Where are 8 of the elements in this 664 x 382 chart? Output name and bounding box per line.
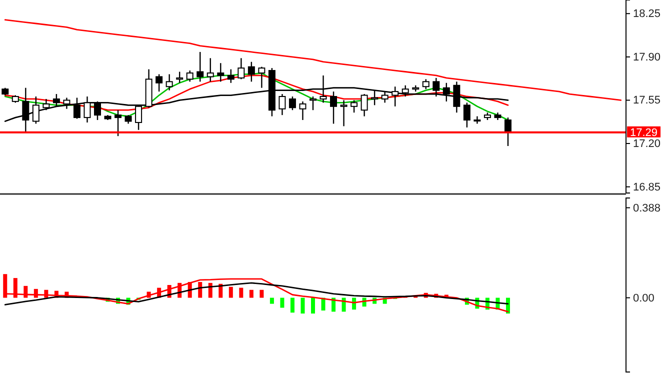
y-tick-label: 18.25 [633, 8, 661, 20]
y-tick-label: 16.85 [633, 181, 661, 194]
ref-line-label: 17.29 [630, 127, 658, 140]
y-tick-label: 17.20 [633, 138, 661, 150]
y-tick-label: 17.55 [633, 94, 661, 107]
y-tick-label: 0.00 [633, 292, 654, 304]
y-tick-label: 17.90 [633, 51, 661, 64]
y-tick-label: 0.388 [633, 202, 661, 214]
